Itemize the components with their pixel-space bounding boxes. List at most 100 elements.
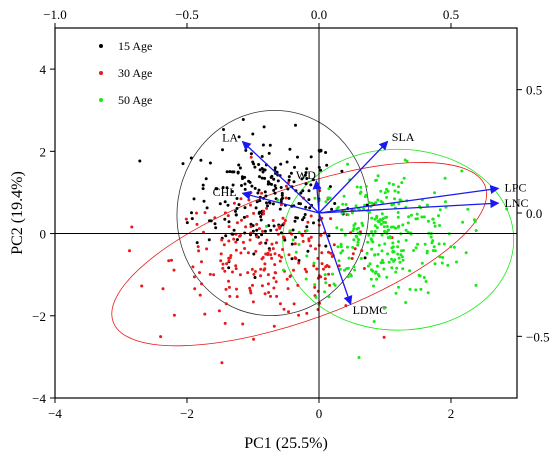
data-point	[464, 251, 468, 255]
data-point	[195, 222, 199, 226]
data-point	[406, 230, 410, 234]
data-point	[287, 196, 291, 200]
data-point	[376, 252, 380, 256]
data-point	[309, 155, 313, 159]
scatter-points	[128, 118, 509, 365]
data-point	[400, 249, 403, 253]
data-point	[305, 254, 309, 258]
x-tick-label: 2	[448, 406, 455, 421]
data-point	[258, 175, 261, 179]
data-point	[406, 221, 410, 225]
data-point	[313, 285, 317, 289]
data-point	[342, 194, 346, 198]
data-point	[399, 253, 403, 257]
data-point	[270, 242, 274, 246]
data-point	[262, 125, 266, 129]
data-point	[299, 202, 302, 206]
data-point	[266, 204, 269, 208]
data-point	[338, 267, 342, 271]
data-point	[390, 225, 393, 229]
data-point	[275, 228, 279, 232]
data-point	[382, 225, 386, 229]
x-axis-title: PC1 (25.5%)	[244, 435, 328, 452]
data-point	[288, 229, 292, 233]
data-point	[340, 228, 344, 232]
data-point	[351, 252, 355, 256]
data-point	[256, 191, 260, 195]
data-point	[294, 250, 298, 254]
data-point	[303, 173, 307, 177]
y-tick-label: 2	[40, 144, 47, 159]
data-point	[443, 176, 447, 180]
data-point	[213, 222, 217, 226]
data-point	[305, 229, 309, 233]
data-point	[391, 183, 395, 186]
data-point	[357, 356, 361, 359]
data-point	[314, 295, 318, 299]
data-point	[280, 191, 284, 195]
data-point	[416, 242, 420, 246]
data-point	[344, 304, 348, 308]
data-point	[260, 176, 264, 180]
vector-lpc	[318, 184, 500, 214]
data-point	[380, 212, 384, 216]
data-point	[390, 203, 394, 207]
data-point	[297, 230, 301, 234]
data-point	[341, 249, 345, 253]
data-point	[423, 242, 427, 246]
data-point	[255, 200, 259, 204]
data-point	[372, 320, 376, 323]
right-tick-label: −0.5	[526, 329, 550, 344]
data-point	[307, 189, 311, 193]
data-point	[278, 302, 282, 306]
data-point	[371, 240, 375, 244]
data-point	[370, 201, 374, 205]
data-point	[259, 241, 263, 245]
data-point	[281, 196, 284, 200]
data-point	[287, 175, 291, 179]
data-point	[319, 168, 323, 172]
data-point	[248, 286, 252, 290]
data-point	[241, 322, 245, 326]
data-point	[130, 225, 134, 229]
data-point	[239, 197, 243, 201]
data-point	[278, 207, 282, 211]
data-point	[313, 283, 317, 287]
data-point	[312, 221, 315, 225]
data-point	[369, 277, 373, 281]
legend-label: 15 Age	[118, 39, 152, 53]
data-point	[249, 155, 253, 159]
data-point	[263, 176, 267, 180]
data-point	[422, 276, 426, 279]
top-tick-label: −0.5	[175, 7, 199, 22]
data-point	[199, 158, 203, 162]
data-point	[374, 179, 378, 182]
data-point	[327, 250, 330, 254]
data-point	[357, 238, 361, 242]
data-point	[252, 272, 256, 276]
data-point	[260, 191, 264, 195]
data-point	[344, 203, 348, 206]
data-point	[429, 235, 433, 239]
data-point	[356, 240, 360, 244]
data-point	[261, 256, 265, 259]
data-point	[387, 181, 391, 185]
data-point	[184, 217, 188, 221]
data-point	[251, 300, 255, 304]
data-point	[221, 262, 225, 266]
data-point	[221, 266, 225, 270]
top-tick-label: 0.0	[311, 7, 327, 22]
data-point	[438, 208, 442, 212]
right-tick-label: 0.0	[526, 206, 542, 221]
data-point	[360, 221, 364, 225]
data-point	[266, 180, 270, 184]
data-point	[384, 215, 388, 219]
data-point	[460, 169, 464, 173]
data-point	[249, 291, 253, 295]
data-point	[203, 211, 207, 215]
data-point	[223, 217, 227, 221]
data-point	[382, 220, 386, 224]
data-point	[255, 228, 259, 232]
data-point	[264, 241, 268, 245]
